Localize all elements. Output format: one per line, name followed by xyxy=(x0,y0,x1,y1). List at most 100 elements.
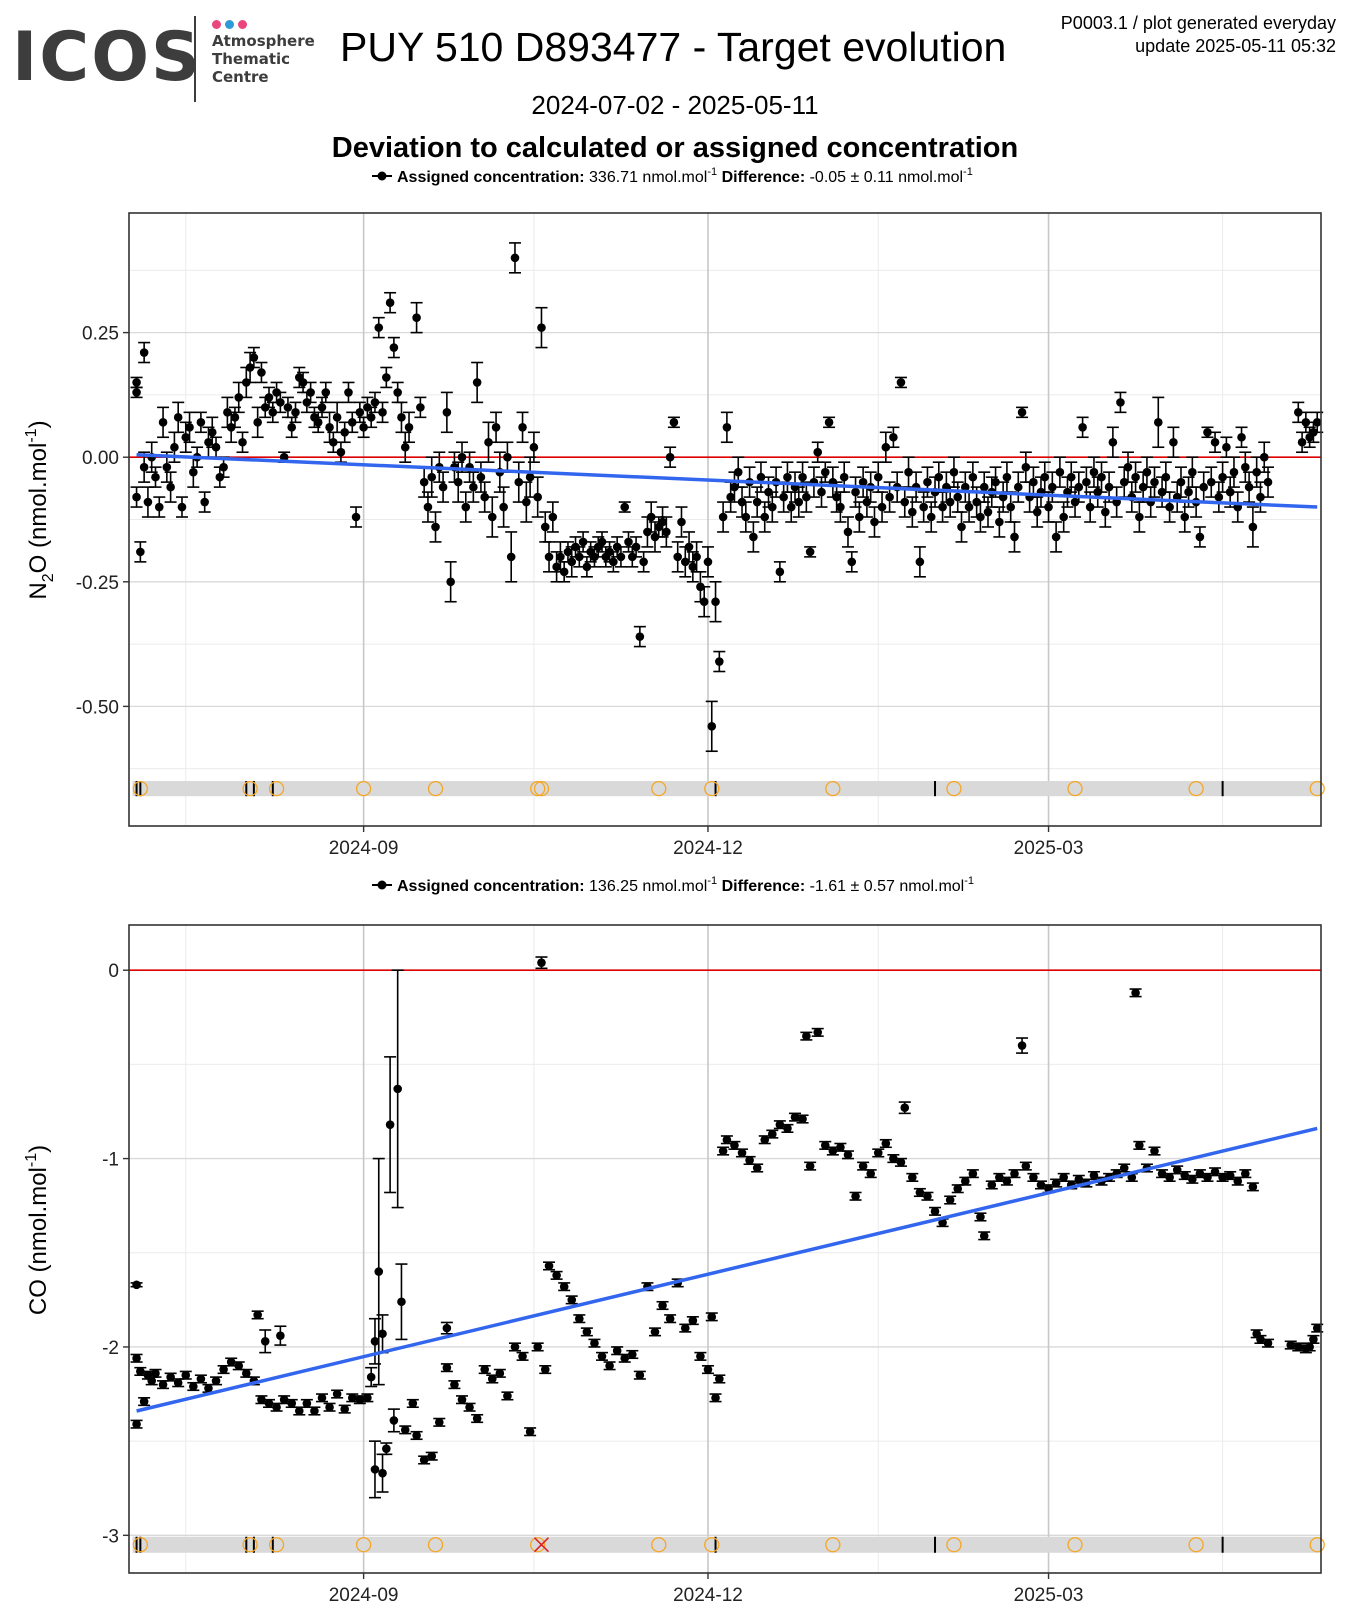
data-point xyxy=(132,388,141,397)
logo-dot-2 xyxy=(225,20,234,29)
data-point xyxy=(434,1418,444,1427)
data-point xyxy=(1301,418,1311,427)
data-point xyxy=(1188,467,1197,477)
data-point xyxy=(374,1267,384,1276)
data-point xyxy=(351,512,361,522)
data-point xyxy=(242,1369,251,1378)
data-point xyxy=(1233,1176,1243,1186)
data-point xyxy=(881,1139,891,1148)
data-point xyxy=(665,452,675,462)
data-point xyxy=(544,552,554,562)
data-point xyxy=(836,1142,845,1152)
data-point xyxy=(1059,1173,1068,1182)
data-point xyxy=(662,527,671,537)
data-point xyxy=(518,423,527,432)
data-point xyxy=(987,1180,997,1190)
date-range: 2024-07-02 - 2025-05-11 xyxy=(531,90,819,120)
data-point xyxy=(1021,462,1031,472)
n2o-plot-panel: 0.25 0.00 -0.25 -0.50 2024-09 2024-12 2025-03 xyxy=(76,212,1325,859)
data-point xyxy=(1229,467,1239,477)
data-point xyxy=(1127,1173,1137,1182)
data-point xyxy=(306,388,315,397)
data-point xyxy=(1169,437,1178,447)
page-title: PUY 510 D893477 - Target evolution xyxy=(340,24,1007,70)
data-point xyxy=(287,423,297,432)
data-point xyxy=(317,1393,327,1403)
data-point xyxy=(332,1389,342,1399)
logo-dots xyxy=(212,16,251,34)
data-point xyxy=(234,1361,244,1371)
update-timestamp: update 2025-05-11 05:32 xyxy=(1135,36,1336,56)
event-circle xyxy=(825,780,841,797)
data-point xyxy=(915,1188,925,1197)
data-point xyxy=(234,393,244,402)
data-point xyxy=(658,1301,667,1310)
legend-diff-label: Difference: xyxy=(722,169,806,186)
data-point xyxy=(1203,1173,1212,1182)
data-point xyxy=(1006,502,1016,512)
data-point xyxy=(166,482,175,492)
data-point xyxy=(170,442,179,452)
data-point xyxy=(1165,1173,1174,1182)
legend-diff-value: -0.05 ± 0.11 nmol.mol xyxy=(810,169,963,186)
data-point xyxy=(718,1146,728,1156)
data-point xyxy=(219,462,228,472)
y-tick-label: -2 xyxy=(102,1338,119,1359)
data-point xyxy=(843,1150,853,1160)
data-point xyxy=(1252,467,1261,477)
data-point xyxy=(1002,472,1012,482)
data-point xyxy=(1225,487,1235,497)
data-point xyxy=(400,442,410,452)
data-point xyxy=(953,1184,963,1194)
data-point xyxy=(1029,477,1038,487)
data-point xyxy=(582,562,592,572)
data-point xyxy=(484,437,493,447)
data-point xyxy=(836,502,845,512)
data-point xyxy=(1013,482,1023,492)
plot-background xyxy=(129,925,1321,1573)
event-circle xyxy=(268,1537,285,1553)
data-point xyxy=(779,492,788,502)
data-point xyxy=(949,467,959,477)
event-circle xyxy=(427,780,444,797)
data-point xyxy=(522,497,531,507)
data-point xyxy=(548,512,558,522)
data-point xyxy=(752,1163,762,1173)
data-point xyxy=(669,418,679,427)
data-point xyxy=(276,1331,285,1340)
data-point xyxy=(824,418,834,427)
event-circle xyxy=(268,780,285,797)
data-point xyxy=(699,597,709,607)
x-tick-label: 2024-09 xyxy=(329,1585,399,1606)
data-point xyxy=(715,1374,724,1384)
data-point xyxy=(132,1419,141,1429)
event-circle xyxy=(355,780,372,797)
data-point xyxy=(257,368,266,377)
data-point xyxy=(900,1103,910,1113)
data-point xyxy=(805,547,815,557)
data-point xyxy=(487,1374,497,1384)
logo-dot-1 xyxy=(212,20,221,29)
data-point xyxy=(908,1173,917,1182)
data-point xyxy=(866,1169,875,1178)
legend-assigned-value: 136.25 nmol.mol xyxy=(589,878,707,895)
data-point xyxy=(1263,1338,1273,1348)
data-point xyxy=(718,512,728,522)
y-label-sup: -1 xyxy=(23,1153,40,1167)
data-point xyxy=(461,502,471,512)
data-point xyxy=(1222,442,1231,452)
icos-logo: ICOS xyxy=(12,18,202,97)
data-point xyxy=(979,482,989,492)
y-label-sup: -1 xyxy=(23,428,40,442)
data-point xyxy=(934,472,944,482)
data-point xyxy=(211,1376,221,1386)
data-point xyxy=(1297,437,1307,447)
data-point xyxy=(204,1384,213,1393)
data-point xyxy=(578,537,588,547)
data-point xyxy=(136,547,145,557)
data-point xyxy=(1142,467,1152,477)
data-point xyxy=(427,472,437,482)
data-point xyxy=(510,253,520,263)
data-point xyxy=(665,1314,675,1323)
data-point xyxy=(1312,418,1322,427)
